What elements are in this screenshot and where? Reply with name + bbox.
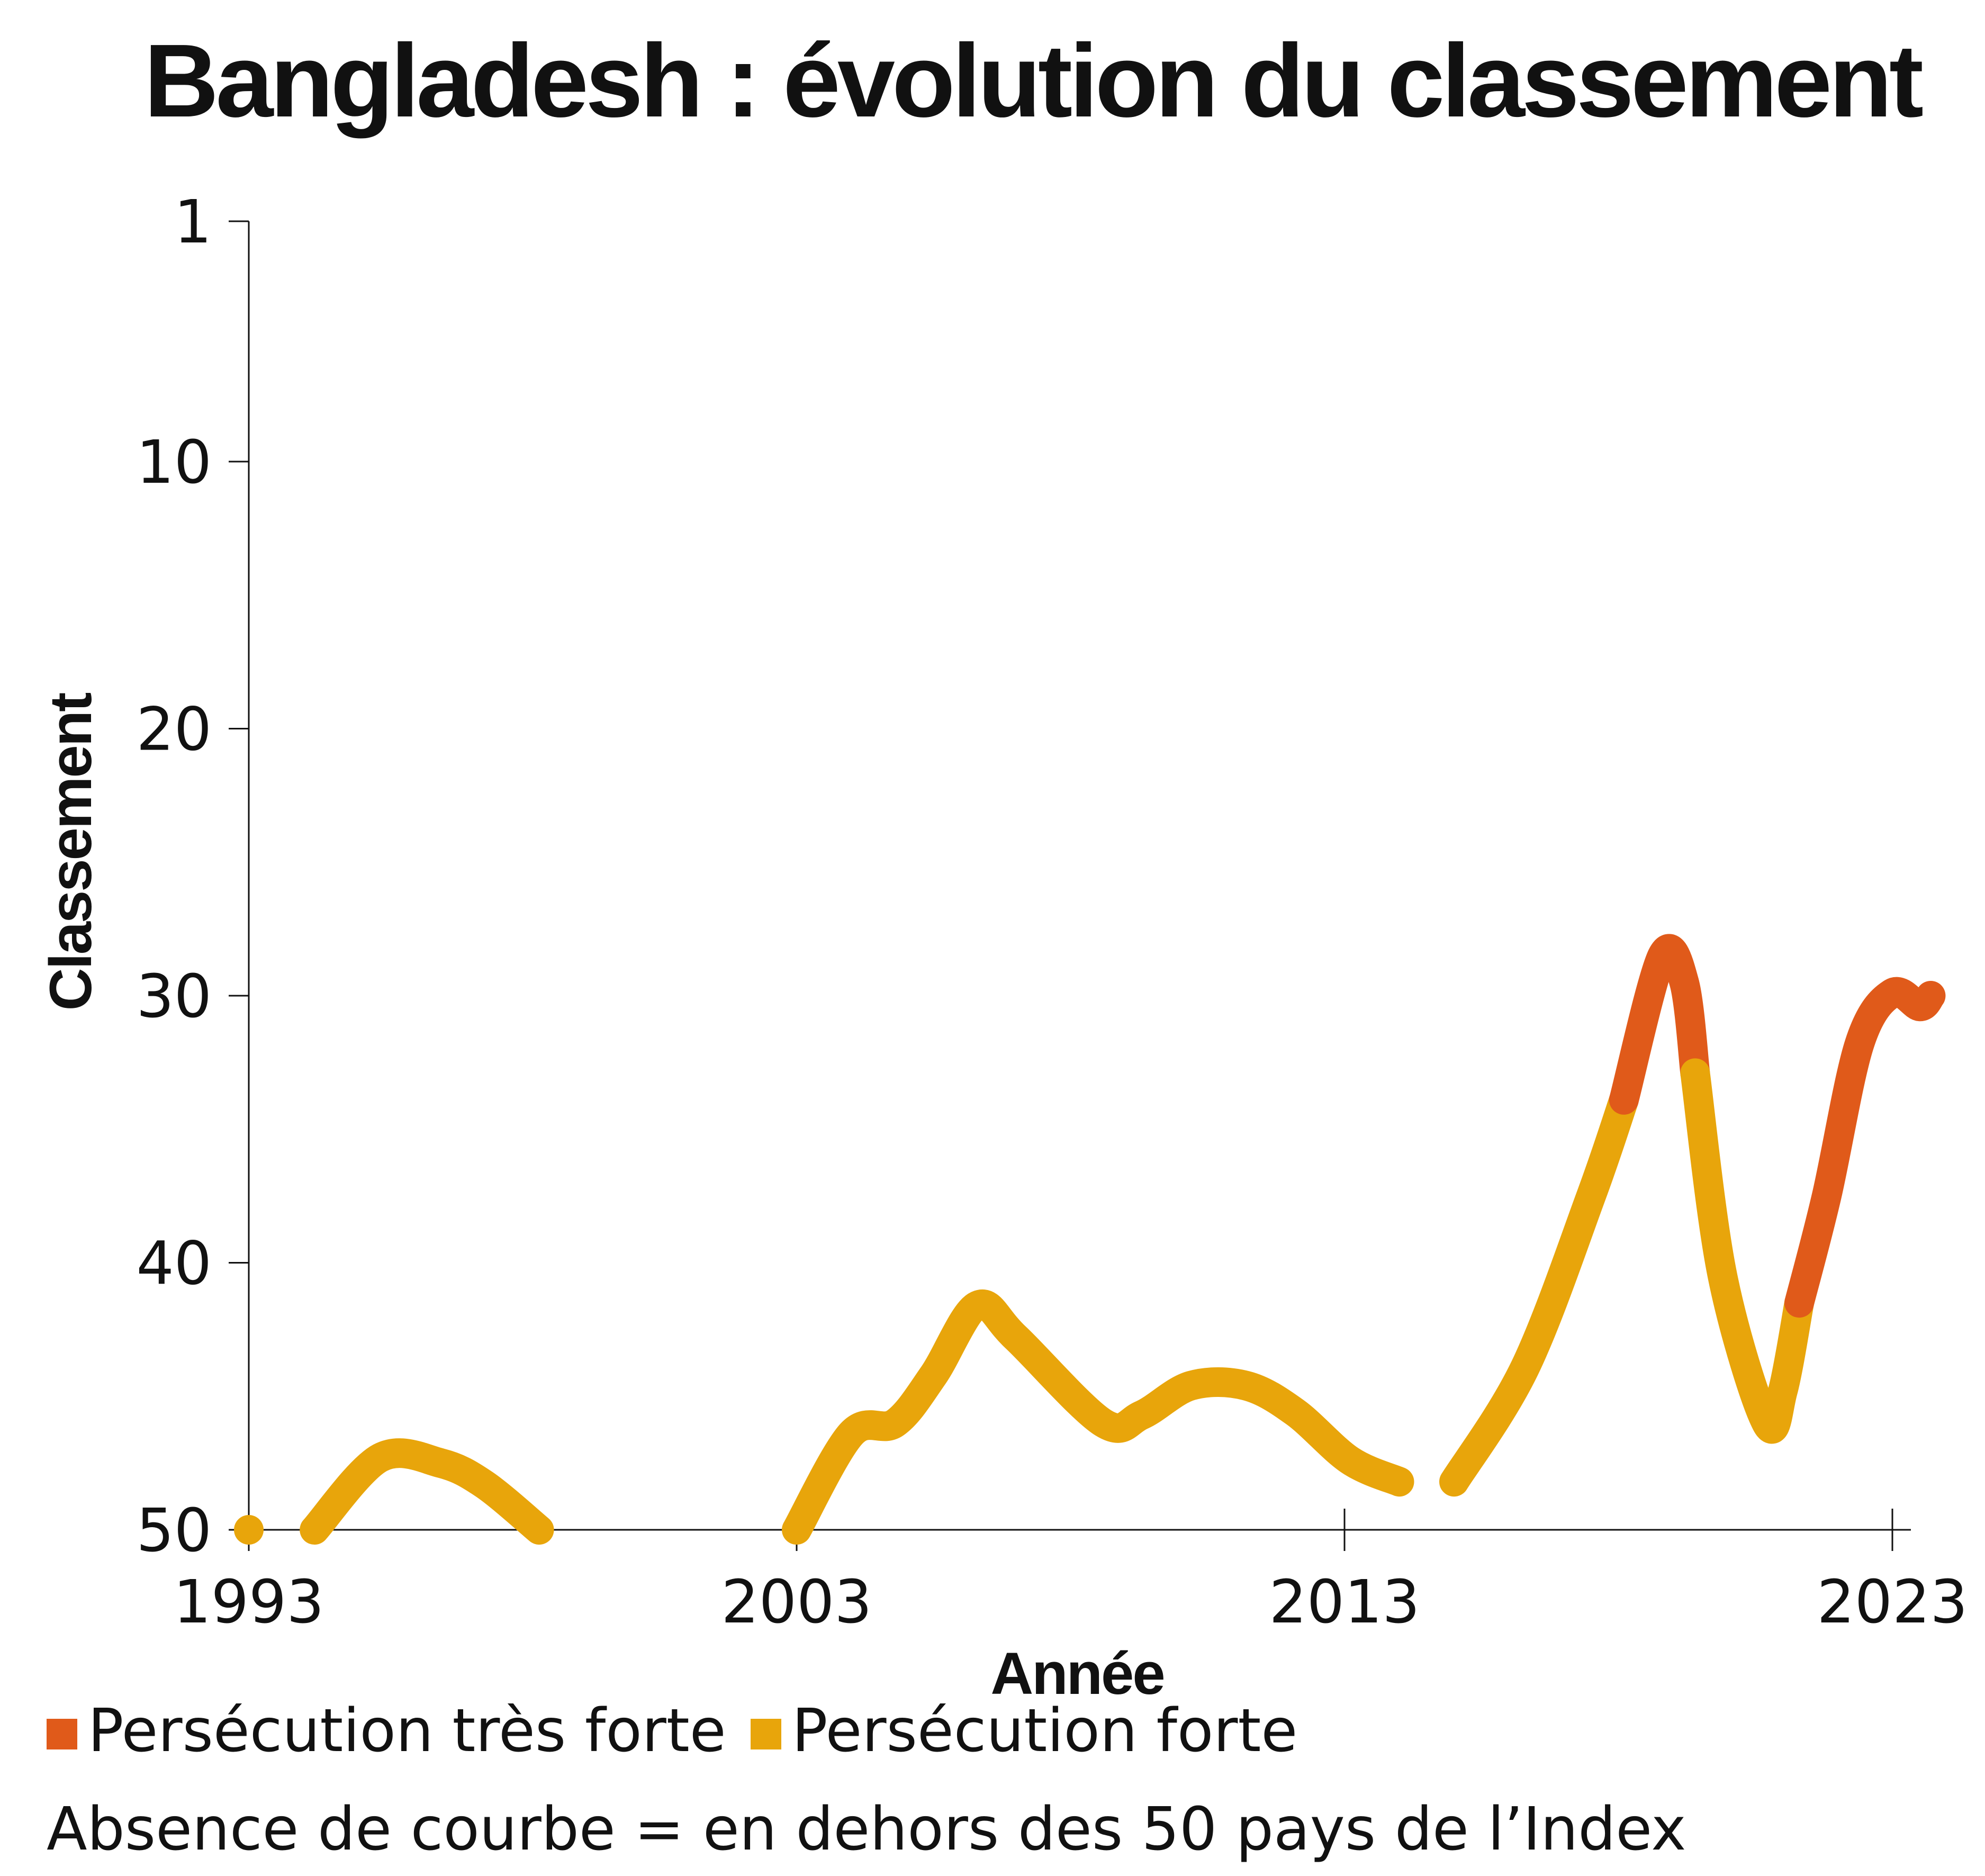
footnote: Absence de courbe = en dehors des 50 pay… — [47, 1795, 1686, 1864]
y-axis-ticks: 1 10 20 30 40 50 — [136, 188, 249, 1565]
legend: Persécution très forte Persécution forte — [47, 1697, 1297, 1765]
series-point-forte — [234, 1515, 264, 1545]
y-tick-label: 1 — [174, 188, 212, 257]
series-line-forte — [300, 1438, 554, 1545]
series-line-forte — [1680, 1058, 1815, 1444]
chart-title: Bangladesh : évolution du classement — [144, 23, 1923, 139]
y-axis-title: Classement — [38, 693, 104, 1011]
x-axis-title: Année — [990, 1640, 1163, 1707]
y-tick-label: 40 — [136, 1230, 212, 1298]
legend-swatch-forte — [751, 1719, 781, 1749]
series-layer — [234, 934, 1946, 1545]
series-line-forte — [1439, 1085, 1639, 1497]
x-tick-label: 1993 — [173, 1568, 324, 1637]
y-tick-label: 10 — [136, 428, 212, 497]
x-tick-label: 2023 — [1817, 1568, 1968, 1637]
y-tick-label: 30 — [136, 962, 212, 1031]
plot-area: 1 10 20 30 40 50 1993 2003 2013 2023 — [136, 188, 1968, 1637]
legend-label-tres-forte: Persécution très forte — [88, 1697, 726, 1765]
legend-label-forte: Persécution forte — [792, 1697, 1297, 1765]
x-tick-label: 2003 — [721, 1568, 872, 1637]
series-line-tres_forte — [1609, 934, 1710, 1115]
y-tick-label: 20 — [136, 696, 212, 764]
x-axis-ticks: 1993 2003 2013 2023 — [173, 1509, 1968, 1637]
series-line-tres_forte — [1784, 977, 1946, 1318]
series-line-forte — [782, 1289, 1414, 1545]
y-tick-label: 50 — [136, 1496, 212, 1565]
legend-swatch-tres-forte — [47, 1719, 77, 1749]
x-tick-label: 2013 — [1269, 1568, 1420, 1637]
